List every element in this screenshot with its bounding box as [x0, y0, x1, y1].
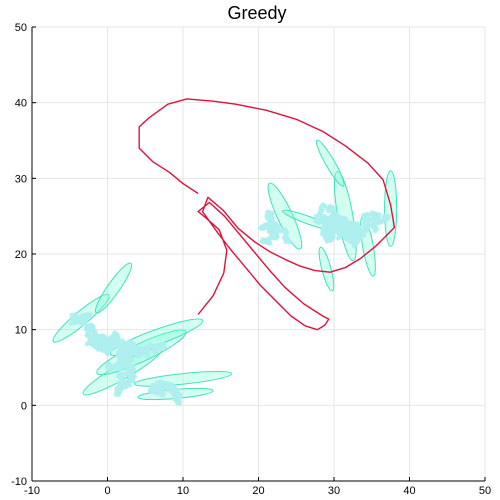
sample-point	[68, 321, 73, 327]
x-tick-label: -10	[24, 485, 40, 497]
sample-point	[106, 361, 111, 367]
trajectory-line	[138, 98, 396, 331]
sample-point	[353, 224, 358, 229]
x-tick-label: 20	[252, 485, 264, 497]
y-tick-label: 50	[15, 22, 27, 34]
sample-point	[288, 239, 293, 245]
point-cluster	[83, 322, 168, 398]
sample-point	[84, 342, 90, 347]
sample-point	[266, 209, 271, 214]
x-tick-label: 50	[479, 485, 491, 497]
x-tick-label: 40	[403, 485, 415, 497]
sample-point	[84, 327, 89, 332]
sample-point	[351, 244, 356, 249]
grid-lines	[31, 26, 486, 482]
x-tick-label: 0	[104, 485, 110, 497]
uncertainty-ellipse	[95, 262, 133, 314]
sample-point	[159, 379, 164, 384]
y-tick-label: 10	[15, 325, 27, 337]
sample-point	[113, 392, 119, 397]
y-tick-label: -10	[11, 476, 27, 488]
uncertainty-ellipses	[52, 139, 398, 401]
uncertainty-ellipse	[318, 246, 335, 292]
y-tick-label: 30	[15, 173, 27, 185]
sample-points	[68, 202, 391, 406]
point-cluster	[312, 202, 367, 249]
sample-point	[386, 213, 391, 219]
trajectory-path	[138, 98, 396, 331]
sample-point	[266, 241, 271, 246]
point-cluster	[147, 379, 183, 406]
x-tick-label: 30	[328, 485, 340, 497]
sample-point	[267, 224, 272, 230]
sample-point	[79, 316, 84, 321]
point-cluster	[68, 312, 93, 332]
y-tick-label: 0	[21, 400, 27, 412]
chart-title: Greedy	[227, 3, 286, 23]
sample-point	[154, 385, 159, 391]
y-tick-label: 20	[15, 249, 27, 261]
axes: -10 0 10 20 30 40 50 -10 0 10 20 30 40 50	[11, 22, 491, 497]
y-tick-label: 40	[15, 98, 27, 110]
sample-point	[270, 211, 276, 216]
uncertainty-ellipse	[315, 139, 345, 187]
x-tick-label: 10	[177, 485, 189, 497]
uncertainty-ellipse	[267, 182, 303, 250]
sample-point	[69, 312, 74, 318]
point-cluster	[361, 210, 391, 234]
sample-point	[369, 210, 374, 216]
point-cluster	[257, 209, 293, 246]
